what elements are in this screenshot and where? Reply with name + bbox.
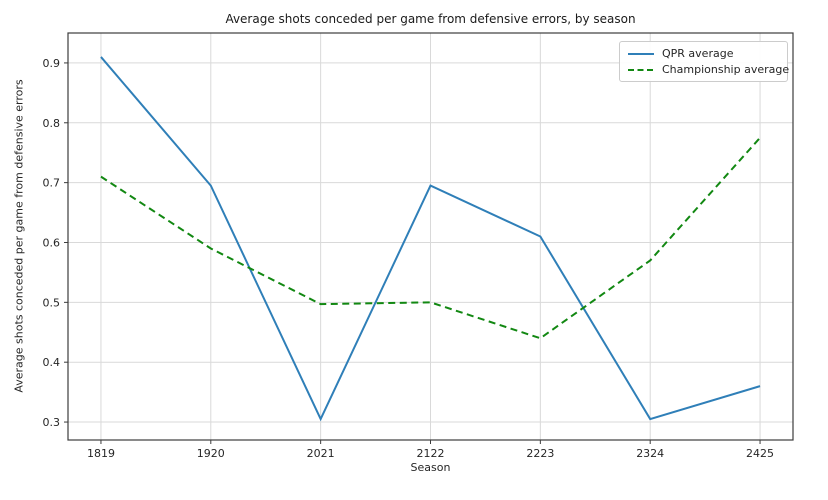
x-tick-label: 2122 [417,447,445,460]
y-tick-label: 0.3 [43,416,61,429]
x-tick-label: 1819 [87,447,115,460]
y-tick-label: 0.5 [43,296,61,309]
y-tick-label: 0.4 [43,356,61,369]
x-axis-label: Season [410,461,451,474]
y-tick-label: 0.9 [43,57,61,70]
y-tick-label: 0.7 [43,177,61,190]
x-tick-label: 2223 [526,447,554,460]
x-tick-label: 1920 [197,447,225,460]
legend: QPR average Championship average [619,41,789,82]
x-tick-label: 2324 [636,447,664,460]
x-tick-label: 2425 [746,447,774,460]
legend-item-championship: Championship average [628,63,789,76]
legend-item-qpr: QPR average [628,47,779,60]
y-tick-label: 0.6 [43,236,61,249]
series-line-championship-average [100,137,761,340]
legend-label-qpr: QPR average [662,47,734,60]
y-tick-label: 0.8 [43,117,61,130]
x-tick-label: 2021 [307,447,335,460]
qpr-line-swatch-icon [628,52,654,55]
series-line-qpr-average [100,56,761,422]
championship-line-swatch-icon [628,68,654,71]
chart-title: Average shots conceded per game from def… [225,12,636,26]
y-axis-label: Average shots conceded per game from def… [12,79,26,393]
legend-label-championship: Championship average [662,63,790,76]
